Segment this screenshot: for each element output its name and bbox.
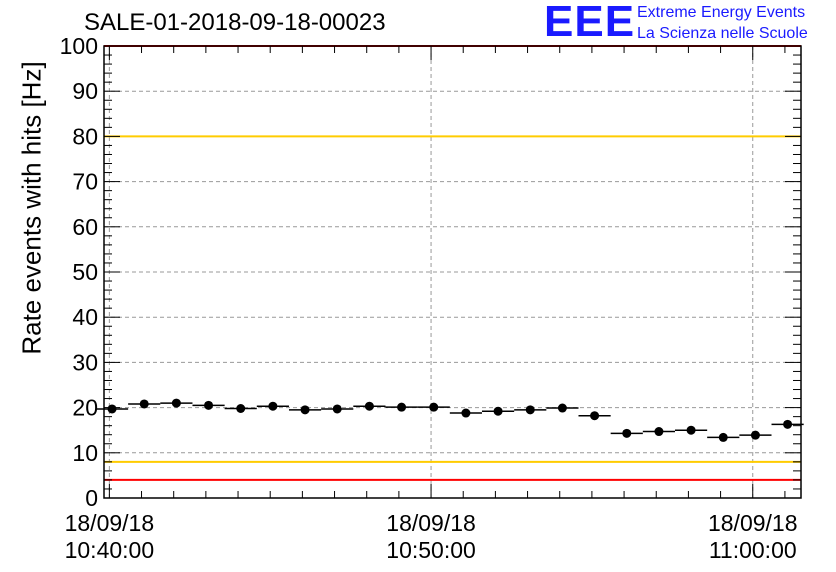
x-tick-label-time: 11:00:00 bbox=[709, 537, 797, 563]
data-point bbox=[493, 406, 503, 416]
y-tick-label: 80 bbox=[72, 123, 98, 149]
data-point bbox=[397, 402, 407, 412]
data-point bbox=[332, 404, 342, 414]
chart-title: SALE-01-2018-09-18-00023 bbox=[84, 9, 386, 36]
x-tick-label-time: 10:50:00 bbox=[386, 537, 476, 563]
logo-subtitle-line-1: Extreme Energy Events bbox=[637, 4, 806, 21]
eee-logo: EEE Extreme Energy Events La Scienza nel… bbox=[544, 0, 834, 46]
data-point bbox=[236, 404, 246, 414]
data-point bbox=[783, 419, 793, 429]
data-point bbox=[204, 400, 214, 410]
plot-frame bbox=[103, 45, 802, 499]
y-tick-label: 20 bbox=[72, 395, 98, 421]
data-point bbox=[364, 401, 374, 411]
x-tick-label-date: 18/09/18 bbox=[65, 510, 155, 536]
x-tick-label-date: 18/09/18 bbox=[708, 510, 798, 536]
data-point bbox=[750, 430, 760, 440]
y-tick-label: 50 bbox=[72, 259, 98, 285]
y-tick-label: 100 bbox=[60, 33, 98, 59]
data-points bbox=[95, 398, 804, 442]
data-point bbox=[429, 402, 439, 412]
y-tick-label: 0 bbox=[85, 485, 98, 511]
y-tick-label: 60 bbox=[72, 214, 98, 240]
x-axis-ticks: 18/09/1810:40:0018/09/1810:50:0018/09/18… bbox=[65, 510, 798, 563]
y-tick-label: 30 bbox=[72, 349, 98, 375]
data-point bbox=[622, 428, 632, 438]
data-point bbox=[718, 432, 728, 442]
y-tick-label: 40 bbox=[72, 304, 98, 330]
data-point bbox=[300, 405, 310, 415]
data-point bbox=[557, 403, 567, 413]
data-point bbox=[525, 405, 535, 415]
eee-logo-mark: EEE bbox=[544, 0, 636, 46]
data-point bbox=[654, 427, 664, 437]
data-point bbox=[171, 398, 181, 408]
x-tick-label-time: 10:40:00 bbox=[65, 537, 155, 563]
y-tick-label: 10 bbox=[72, 440, 98, 466]
data-point bbox=[268, 401, 278, 411]
logo-subtitle-line-2: La Scienza nelle Scuole bbox=[637, 25, 808, 42]
data-point bbox=[107, 404, 117, 414]
data-point bbox=[139, 399, 149, 409]
y-tick-label: 70 bbox=[72, 169, 98, 195]
data-point bbox=[461, 408, 471, 418]
y-axis-ticks: 0 10 20 30 40 50 60 70 80 90 100 bbox=[60, 33, 98, 511]
x-tick-label-date: 18/09/18 bbox=[386, 510, 476, 536]
reference-lines bbox=[104, 45, 801, 481]
data-point bbox=[590, 411, 600, 421]
y-tick-label: 90 bbox=[72, 78, 98, 104]
minor-ticks bbox=[104, 45, 801, 499]
data-point bbox=[686, 425, 696, 435]
